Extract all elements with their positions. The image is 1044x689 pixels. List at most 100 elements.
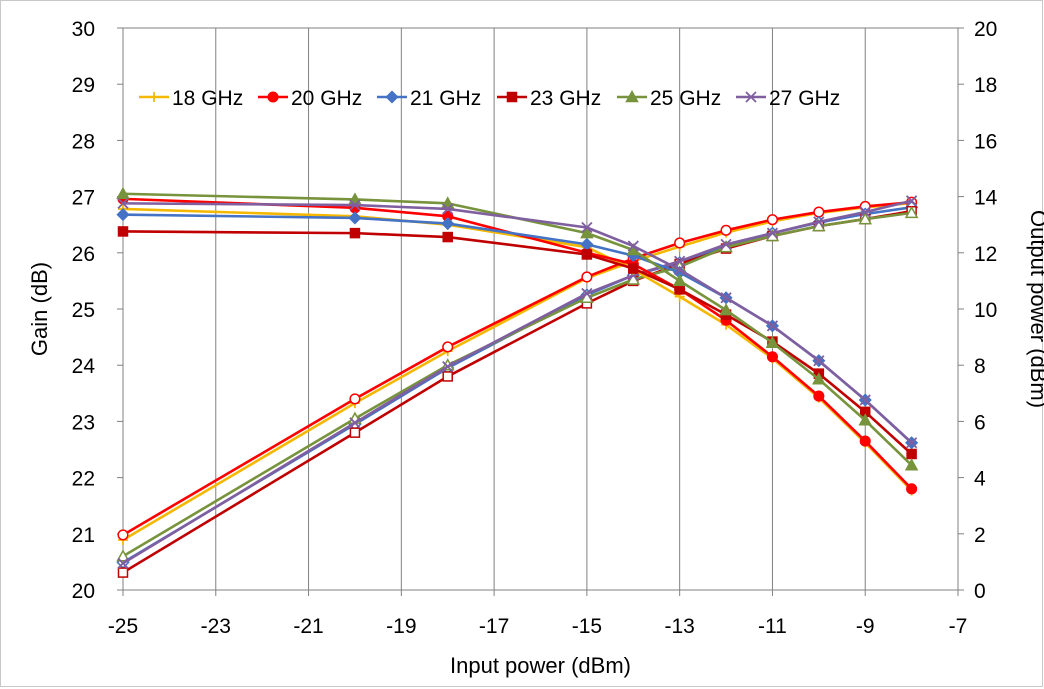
gain-point bbox=[905, 437, 918, 449]
gain-point bbox=[442, 231, 453, 243]
output-power-point bbox=[905, 195, 918, 207]
output-power-point bbox=[720, 224, 732, 236]
gain-point bbox=[116, 208, 130, 222]
output-power-point bbox=[117, 557, 129, 569]
gain-point bbox=[116, 186, 130, 200]
x-tick-label: -9 bbox=[856, 615, 875, 638]
gain-point bbox=[720, 292, 732, 304]
x-tick-label: -19 bbox=[386, 615, 416, 638]
series-gain-0 bbox=[118, 203, 917, 496]
gain-point bbox=[628, 263, 639, 274]
output-power-point bbox=[904, 205, 919, 219]
output-power-point bbox=[581, 271, 593, 283]
gain-point bbox=[765, 335, 780, 348]
output-power-point bbox=[117, 567, 129, 578]
output-power-point bbox=[858, 212, 872, 225]
series-gain-5 bbox=[117, 197, 918, 449]
y2-tick-label: 20 bbox=[974, 18, 997, 41]
gain-point bbox=[117, 226, 129, 237]
gain-point bbox=[442, 203, 454, 215]
gain-point bbox=[674, 284, 685, 295]
output-power-line bbox=[122, 199, 912, 565]
legend-marker bbox=[745, 91, 757, 103]
gain-point bbox=[766, 351, 778, 363]
series-output-power-3 bbox=[117, 205, 917, 578]
y2-tick-label: 12 bbox=[974, 243, 997, 266]
x-tick-label: -15 bbox=[572, 615, 602, 638]
legend-marker bbox=[149, 92, 159, 102]
legend-label: 21 GHz bbox=[410, 87, 481, 110]
y2-tick-label: 14 bbox=[974, 187, 998, 210]
x-axis-label: Input power (dBm) bbox=[450, 653, 631, 678]
legend-marker bbox=[267, 91, 279, 103]
gain-point bbox=[812, 372, 826, 385]
output-power-point bbox=[674, 255, 686, 267]
gain-point bbox=[719, 303, 733, 316]
output-power-point bbox=[349, 417, 361, 429]
gain-point bbox=[766, 320, 779, 332]
legend-marker bbox=[385, 90, 399, 104]
y-tick-label: 20 bbox=[72, 580, 95, 603]
legend-label: 20 GHz bbox=[291, 87, 362, 110]
output-power-line bbox=[122, 209, 912, 574]
y-tick-label: 26 bbox=[72, 243, 95, 266]
gain-line bbox=[122, 202, 913, 444]
gain-point bbox=[581, 221, 593, 234]
gain-point bbox=[858, 413, 872, 426]
gain-point bbox=[348, 211, 362, 225]
gain-point bbox=[117, 197, 129, 209]
output-power-line bbox=[122, 205, 912, 564]
gain-point bbox=[859, 435, 871, 447]
gain-point bbox=[349, 199, 361, 211]
series-output-power-5 bbox=[117, 195, 918, 569]
x-tick-label: -25 bbox=[108, 615, 138, 638]
gain-point bbox=[859, 394, 871, 406]
plot-area bbox=[122, 27, 959, 591]
x-tick-label: -17 bbox=[479, 615, 509, 638]
gain-point bbox=[906, 448, 917, 460]
y-tick-label: 29 bbox=[72, 74, 95, 97]
legend-marker bbox=[506, 91, 518, 103]
gain-point bbox=[904, 458, 919, 471]
output-power-line bbox=[122, 201, 912, 542]
x-tick-label: -7 bbox=[949, 615, 968, 638]
y2-tick-label: 8 bbox=[974, 355, 986, 378]
output-power-point bbox=[116, 549, 130, 562]
x-tick-label: -11 bbox=[758, 615, 787, 638]
series-output-power-4 bbox=[116, 205, 919, 562]
output-power-point bbox=[442, 341, 454, 353]
output-power-point bbox=[766, 227, 779, 239]
output-power-point bbox=[442, 360, 454, 373]
gain-point bbox=[674, 264, 686, 276]
y2-tick-label: 6 bbox=[974, 411, 986, 434]
y-tick-label: 25 bbox=[72, 299, 95, 322]
legend-label: 18 GHz bbox=[172, 87, 243, 110]
output-power-point bbox=[442, 371, 453, 382]
legend-label: 27 GHz bbox=[769, 87, 840, 110]
y2-tick-label: 2 bbox=[974, 524, 986, 547]
y2-tick-label: 4 bbox=[974, 468, 986, 491]
legend-marker bbox=[625, 89, 639, 103]
y-tick-label: 27 bbox=[72, 187, 95, 210]
x-tick-label: -21 bbox=[293, 615, 323, 638]
output-power-point bbox=[349, 427, 361, 438]
gain-point bbox=[672, 273, 687, 287]
output-power-point bbox=[766, 214, 778, 226]
gain-point bbox=[627, 240, 639, 252]
y2-tick-label: 10 bbox=[974, 299, 997, 322]
y2-tick-label: 16 bbox=[974, 130, 997, 153]
y-axis-label: Gain (dB) bbox=[27, 262, 52, 356]
x-tick-label: -23 bbox=[201, 615, 231, 638]
legend-label: 23 GHz bbox=[530, 87, 601, 110]
x-tick-label: -13 bbox=[664, 615, 694, 638]
gain-line bbox=[122, 207, 913, 492]
gain-point bbox=[580, 226, 594, 239]
y-tick-label: 21 bbox=[72, 524, 95, 547]
output-power-point bbox=[349, 393, 361, 405]
output-power-point bbox=[813, 206, 825, 218]
y-tick-label: 24 bbox=[72, 355, 96, 378]
output-power-line bbox=[122, 211, 912, 558]
gain-point bbox=[906, 483, 918, 495]
